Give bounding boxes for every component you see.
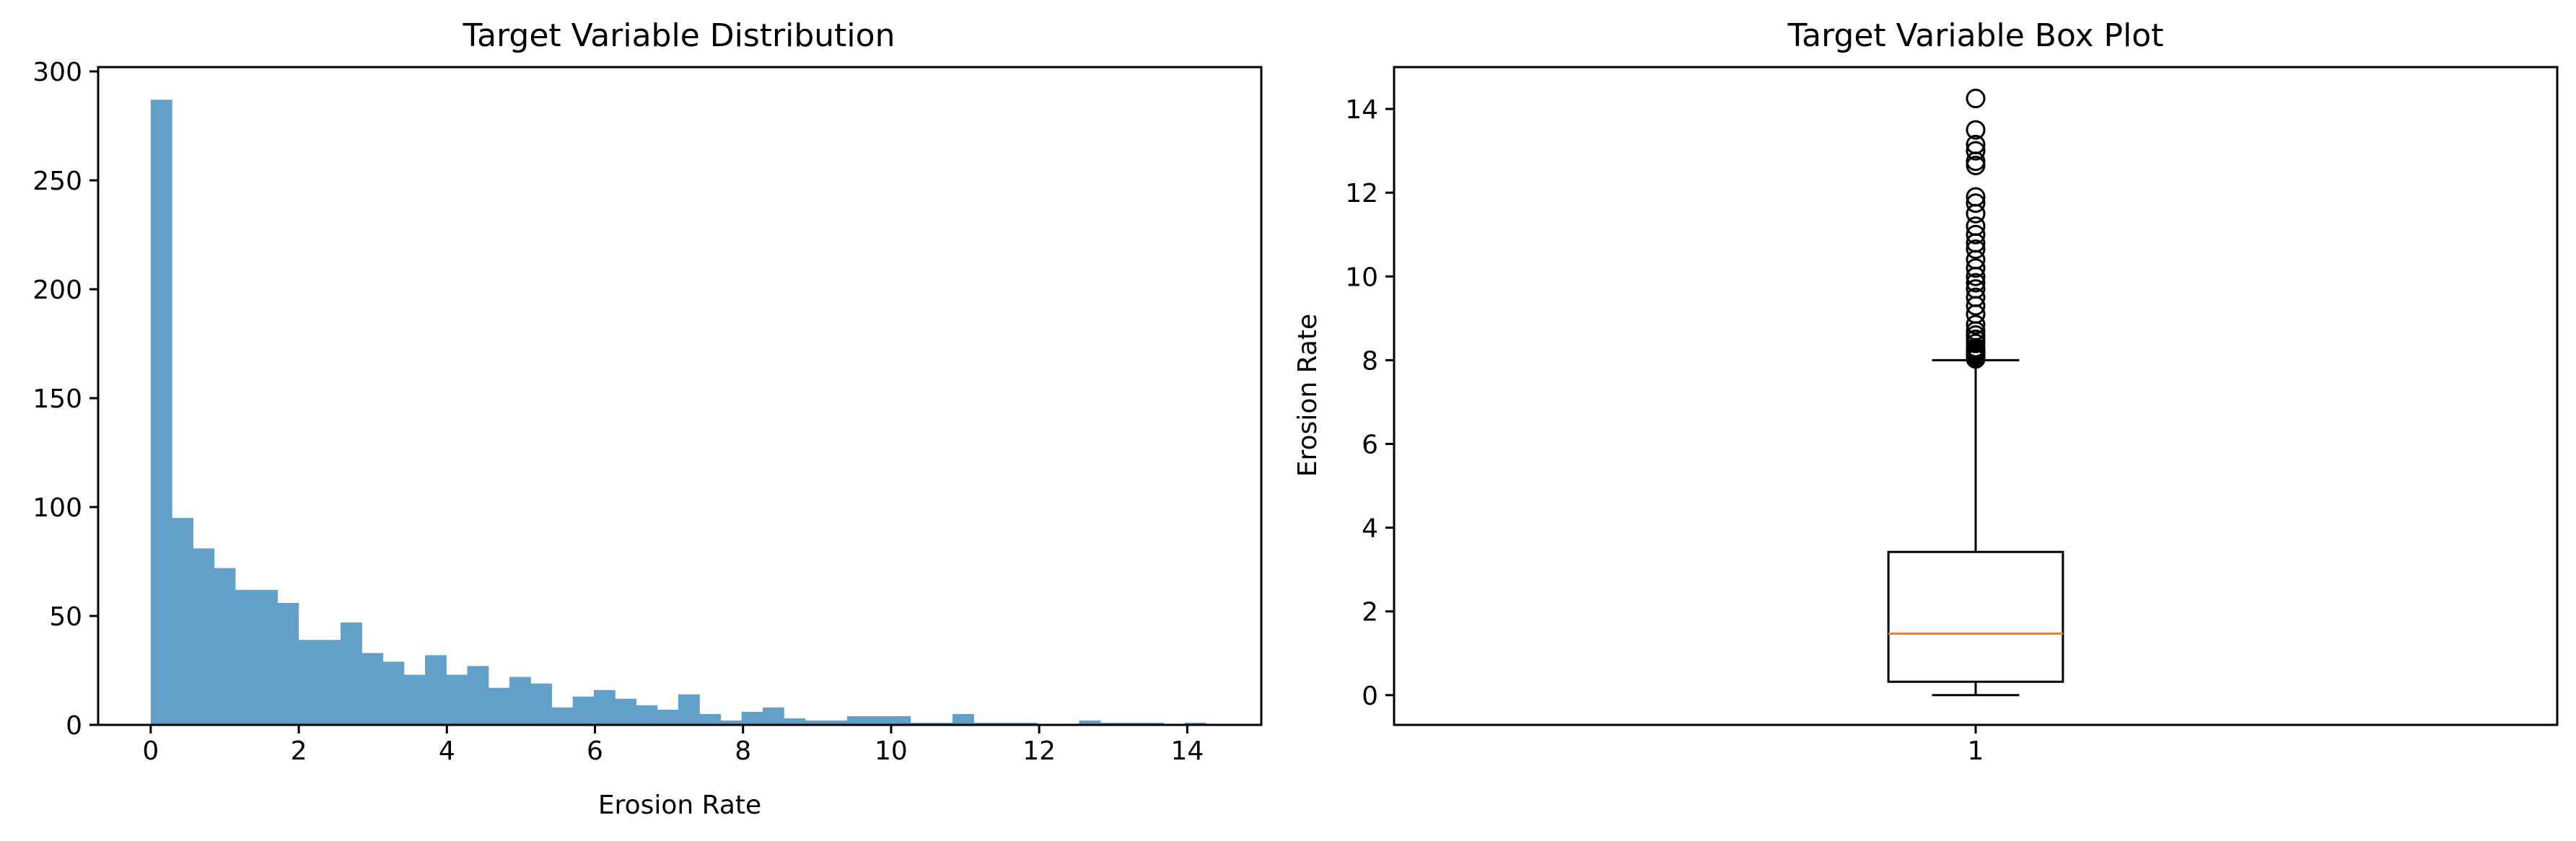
histogram-bar (214, 568, 236, 725)
boxplot-outlier-point (1966, 279, 1986, 299)
histogram-bar (425, 655, 447, 725)
histogram-ticks: 0 2 4 6 8 10 12 14 0 50 100 150 200 250 300 (32, 58, 1204, 766)
boxplot-outlier-point (1966, 273, 1986, 293)
histogram-y-tick-label: 300 (32, 58, 82, 87)
boxplot-outlier-point (1966, 216, 1986, 237)
histogram-bar (298, 640, 320, 725)
boxplot-x-tick-label: 1 (1968, 736, 1984, 766)
boxplot-y-tick-label: 4 (1362, 514, 1378, 544)
boxplot-y-tick-label: 12 (1345, 179, 1378, 208)
histogram-bar (572, 696, 595, 725)
histogram-x-tick-label: 4 (439, 736, 455, 766)
histogram-bar (319, 640, 341, 725)
boxplot-outlier-point (1966, 120, 1986, 140)
boxplot-outlier-point (1966, 314, 1986, 335)
histogram-bar (467, 666, 489, 725)
histogram-bar (1121, 722, 1143, 725)
histogram-bar (615, 698, 637, 725)
histogram-bar (720, 720, 742, 725)
histogram-bar (678, 694, 700, 725)
histogram-bar (741, 711, 763, 725)
histogram-bar (889, 715, 911, 725)
histogram-bar (636, 705, 658, 725)
histogram-bar (699, 713, 722, 725)
histogram-bar (551, 707, 574, 725)
boxplot-y-tick-label: 8 (1362, 346, 1378, 376)
histogram-bar (488, 687, 510, 725)
histogram-title: Target Variable Distribution (463, 17, 895, 54)
histogram-bar (825, 720, 848, 725)
histogram-bar (403, 674, 426, 725)
histogram-bar (193, 548, 215, 725)
histogram-bar (1015, 722, 1038, 725)
histogram-bar (362, 653, 384, 725)
histogram-bar (150, 100, 172, 726)
boxplot-outlier-point (1966, 134, 1986, 154)
histogram-bar (593, 690, 615, 725)
histogram-bar (846, 715, 869, 725)
histogram-bar (235, 589, 257, 725)
histogram-bar (805, 720, 827, 725)
histogram-x-axis-label: Erosion Rate (598, 791, 761, 820)
boxplot-outlier-point (1966, 141, 1986, 161)
boxplot-y-axis-label: Erosion Rate (1293, 314, 1323, 477)
histogram-x-tick-label: 2 (291, 736, 307, 766)
histogram-x-tick-label: 10 (875, 736, 908, 766)
histogram-bar (973, 722, 996, 725)
boxplot-outlier-point (1966, 258, 1986, 278)
boxplot-panel: Target Variable Box Plot 0 2 4 6 8 10 12 14 1 Er… (1293, 17, 2559, 766)
histogram-bar (509, 677, 531, 725)
histogram-bar (1184, 722, 1206, 725)
histogram-bar (256, 589, 278, 725)
histogram-bar (657, 709, 679, 725)
histogram-x-tick-label: 6 (587, 736, 603, 766)
histogram-x-tick-label: 8 (735, 736, 751, 766)
boxplot-y-tick-label: 0 (1362, 682, 1378, 711)
histogram-bar (1100, 722, 1122, 725)
boxplot-axes-frame (1393, 66, 2559, 726)
histogram-bar (341, 622, 362, 725)
boxplot-outlier-point (1966, 239, 1986, 260)
boxplot-y-tick-label: 2 (1362, 598, 1378, 628)
boxplot-outlier-point (1966, 224, 1986, 245)
histogram-x-tick-label: 0 (142, 736, 159, 766)
histogram-bar (382, 661, 405, 725)
boxplot-y-tick-label: 14 (1345, 95, 1378, 125)
histogram-bar (1079, 720, 1101, 725)
boxplot-y-tick-label: 6 (1362, 430, 1378, 459)
histogram-bar (931, 722, 953, 725)
histogram-bar (994, 722, 1017, 725)
boxplot-y-tick-label: 10 (1345, 263, 1378, 292)
histogram-bar (762, 707, 784, 725)
histogram-bar (446, 674, 468, 725)
histogram-bar (784, 718, 806, 725)
histogram-x-tick-label: 12 (1022, 736, 1056, 766)
histogram-bar (530, 683, 553, 725)
histogram-bar (868, 715, 890, 725)
histogram-y-tick-label: 150 (32, 384, 82, 414)
histogram-axes-frame (97, 66, 1263, 726)
boxplot-ticks: 0 2 4 6 8 10 12 14 1 (1345, 95, 1984, 766)
histogram-bar (277, 602, 299, 725)
histogram-y-tick-label: 50 (49, 602, 82, 632)
boxplot-box (1887, 550, 2064, 683)
boxplot-title: Target Variable Box Plot (1787, 17, 2164, 54)
histogram-bar (952, 713, 974, 725)
histogram-bar (172, 518, 193, 725)
histogram-panel: Target Variable Distribution 0 2 4 6 8 10 12 14… (32, 17, 1263, 820)
histogram-y-tick-label: 100 (32, 493, 82, 523)
histogram-y-tick-label: 0 (66, 711, 82, 741)
histogram-x-tick-label: 14 (1170, 736, 1204, 766)
boxplot-outlier-point (1966, 89, 1986, 109)
histogram-bars (150, 100, 1206, 726)
boxplot-outlier-point (1966, 193, 1986, 213)
boxplot-outlier-point (1966, 287, 1986, 307)
histogram-bar (910, 722, 932, 725)
histogram-y-tick-label: 250 (32, 167, 82, 196)
boxplot-elements (1887, 89, 2064, 697)
histogram-y-tick-label: 200 (32, 276, 82, 305)
histogram-bar (1142, 722, 1165, 725)
boxplot-outlier-point (1966, 187, 1986, 207)
